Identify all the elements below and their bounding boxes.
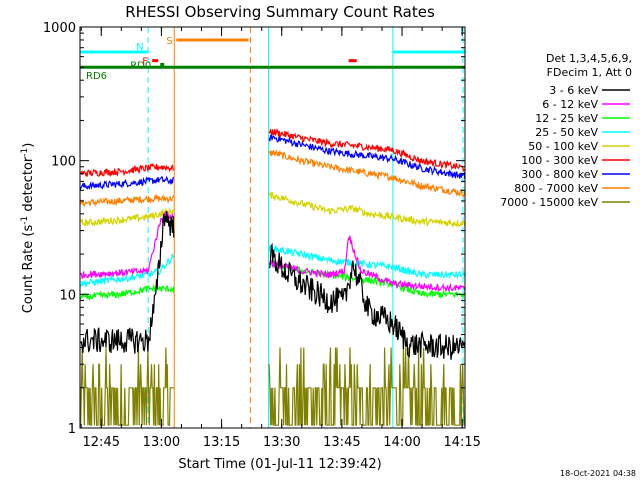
legend-header-line-1: Det 1,3,4,5,6,9, — [546, 52, 632, 65]
series-line-5 — [79, 128, 466, 177]
series-line-7 — [79, 148, 466, 208]
y-axis-label: Count Rate (s-1 detector-1) — [20, 143, 36, 314]
x-axis-label: Start Time (01-Jul-11 12:39:42) — [178, 457, 381, 472]
legend-label: 3 - 6 keV — [549, 84, 598, 97]
legend-label: 800 - 7000 keV — [514, 182, 598, 195]
x-tick-label: 14:00 — [383, 435, 420, 450]
legend-label: 25 - 50 keV — [535, 126, 598, 139]
series-line-1 — [79, 211, 466, 293]
legend-label: 7000 - 15000 keV — [500, 196, 598, 209]
plot-frame — [79, 26, 466, 429]
y-tick-label: 1000 — [43, 21, 76, 36]
legend-label: 300 - 800 keV — [521, 168, 598, 181]
flag-label-f: F — [142, 57, 148, 68]
plot-area — [79, 27, 466, 428]
x-tick-label: 14:15 — [443, 435, 480, 450]
y-tick-label: 1 — [68, 422, 76, 437]
legend-label: 6 - 12 keV — [542, 98, 598, 111]
series-line-8 — [79, 347, 465, 426]
x-tick-label: 13:00 — [143, 435, 180, 450]
legend-label: 12 - 25 keV — [535, 112, 598, 125]
y-tick-label: 100 — [51, 155, 76, 170]
flag-label-n: N — [136, 42, 143, 53]
x-tick-label: 13:15 — [203, 435, 240, 450]
series-line-6 — [79, 132, 466, 191]
y-tick-label: 10 — [59, 288, 76, 303]
legend-header-line-2: FDecim 1, Att 0 — [547, 66, 632, 79]
legend-label: 50 - 100 keV — [528, 140, 598, 153]
flag-label-rd6: RD6 — [86, 71, 107, 82]
x-tick-label: 12:45 — [83, 435, 120, 450]
chart-title: RHESSI Observing Summary Count Rates — [125, 3, 435, 21]
series-line-0 — [79, 211, 466, 360]
flag-label-rd0: RD0 — [130, 60, 151, 71]
x-tick-label: 13:30 — [263, 435, 300, 450]
series-line-4 — [79, 191, 466, 228]
x-tick-label: 13:45 — [323, 435, 360, 450]
legend-label: 100 - 300 keV — [521, 154, 598, 167]
flag-label-s: S — [166, 36, 172, 47]
timestamp: 18-Oct-2021 04:38 — [560, 469, 636, 478]
